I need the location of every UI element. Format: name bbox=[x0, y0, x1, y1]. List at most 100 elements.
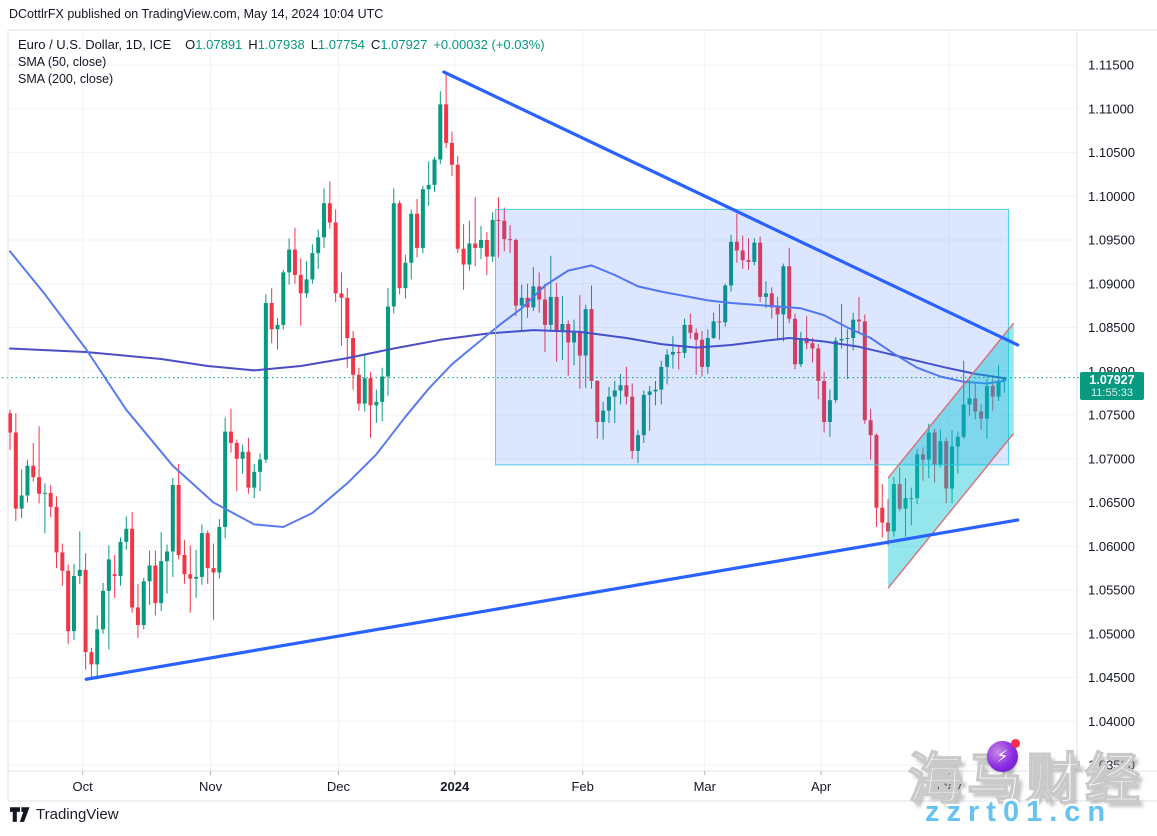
candle-body bbox=[740, 250, 745, 261]
candle-body bbox=[833, 340, 838, 401]
channel-top-line bbox=[887, 322, 1015, 479]
price-tick-label: 1.06500 bbox=[1088, 495, 1135, 510]
grid-layer bbox=[8, 30, 1077, 771]
candle-body bbox=[292, 249, 297, 275]
candle-body bbox=[473, 243, 478, 248]
candle-body bbox=[13, 432, 18, 509]
candle-body bbox=[83, 569, 88, 653]
candle-body bbox=[77, 569, 82, 576]
candle-body bbox=[659, 366, 664, 390]
candle-body bbox=[915, 454, 920, 499]
time-tick-label: 2024 bbox=[440, 779, 470, 794]
candle-body bbox=[48, 492, 53, 507]
candle-body bbox=[130, 528, 135, 608]
ascending-trendline bbox=[84, 518, 1020, 681]
bar-countdown: 11:55:33 bbox=[1090, 387, 1133, 399]
candle-body bbox=[263, 303, 268, 460]
candle-body bbox=[822, 380, 827, 422]
tradingview-logo[interactable]: TradingView bbox=[10, 806, 119, 823]
price-tick-label: 1.09000 bbox=[1088, 276, 1135, 291]
time-axis: Oct Nov Dec 2024 Feb Mar Apr May bbox=[72, 771, 962, 794]
candle-body bbox=[479, 240, 484, 248]
candle-body bbox=[374, 401, 379, 406]
candle-body bbox=[839, 338, 844, 341]
candle-body bbox=[176, 485, 181, 555]
price-tick-label: 1.09500 bbox=[1088, 233, 1135, 248]
candle-body bbox=[880, 507, 885, 523]
candle-body bbox=[141, 581, 146, 625]
candle-body bbox=[252, 471, 257, 488]
candle-body bbox=[537, 286, 542, 300]
candle-body bbox=[385, 306, 390, 377]
watermark-domain: zzrt01.cn bbox=[925, 796, 1113, 828]
candle-body bbox=[955, 436, 960, 447]
price-tick-label: 1.11500 bbox=[1088, 58, 1134, 73]
candle-body bbox=[19, 495, 24, 509]
watermark-logo-icon: ⚡ bbox=[987, 739, 1020, 772]
price-tick-label: 1.07000 bbox=[1088, 451, 1135, 466]
candle-body bbox=[240, 451, 245, 459]
symbol-title: Euro / U.S. Dollar, 1D, ICE bbox=[18, 37, 172, 52]
candle-body bbox=[420, 189, 425, 248]
candle-body bbox=[897, 484, 902, 509]
candle-body bbox=[71, 576, 76, 632]
high-label: H bbox=[248, 37, 258, 52]
candle-body bbox=[223, 431, 228, 527]
candle-body bbox=[694, 332, 699, 340]
rectangle-drawing bbox=[495, 208, 1009, 466]
candle-body bbox=[211, 568, 216, 573]
candle-body bbox=[8, 413, 12, 433]
price-tick-label: 1.05000 bbox=[1088, 626, 1135, 641]
candle-body bbox=[304, 279, 309, 294]
candle-body bbox=[147, 565, 152, 582]
candle-body bbox=[787, 266, 792, 319]
candle-body bbox=[769, 293, 774, 308]
candle-body bbox=[42, 492, 47, 494]
candle-body bbox=[979, 411, 984, 419]
candle-body bbox=[135, 607, 140, 625]
candle-body bbox=[886, 522, 891, 532]
chart-legend: Euro / U.S. Dollar, 1D, ICE O1.07891 H1.07… bbox=[18, 37, 545, 87]
candle-body bbox=[973, 398, 978, 412]
candle-body bbox=[508, 239, 513, 241]
candle-body bbox=[612, 390, 617, 397]
candle-body bbox=[909, 498, 914, 500]
time-tick-label: Nov bbox=[199, 779, 223, 794]
candle-body bbox=[31, 465, 36, 478]
candle-body bbox=[996, 380, 1001, 397]
candle-body bbox=[403, 262, 408, 289]
close-label: C bbox=[370, 37, 381, 52]
candle-body bbox=[630, 396, 635, 451]
candle-body bbox=[950, 446, 955, 489]
price-tick-label: 1.04000 bbox=[1088, 714, 1135, 729]
candle-body bbox=[641, 394, 646, 436]
sma50-legend: SMA (50, close) bbox=[18, 55, 107, 69]
candle-body bbox=[711, 321, 716, 338]
candle-body bbox=[258, 459, 263, 472]
candle-body bbox=[560, 324, 565, 331]
candle-body bbox=[153, 565, 158, 604]
lightning-bolt-icon: ⚡ bbox=[996, 746, 1009, 766]
candle-body bbox=[170, 485, 175, 552]
low-label: L bbox=[310, 37, 318, 52]
candle-body bbox=[124, 528, 129, 542]
candle-body bbox=[281, 272, 286, 325]
candle-body bbox=[542, 299, 547, 325]
price-tick-label: 1.05500 bbox=[1088, 583, 1135, 598]
candle-body bbox=[246, 451, 251, 488]
time-tick-label: May bbox=[937, 779, 962, 794]
open-value: 1.07891 bbox=[195, 37, 243, 52]
candle-body bbox=[601, 410, 606, 422]
price-axis: 1.11500 1.11000 1.10500 1.10000 1.09500 1.090… bbox=[1088, 58, 1135, 773]
candle-body bbox=[269, 303, 274, 330]
candle-body bbox=[322, 203, 327, 238]
last-price-badge: 1.07927 11:55:33 bbox=[1080, 372, 1144, 400]
candle-body bbox=[903, 498, 908, 509]
candle-body bbox=[449, 142, 454, 165]
candle-body bbox=[688, 324, 693, 333]
candle-body bbox=[746, 260, 751, 262]
candle-body bbox=[345, 297, 350, 338]
candle-body bbox=[920, 454, 925, 460]
candle-body bbox=[781, 266, 786, 315]
